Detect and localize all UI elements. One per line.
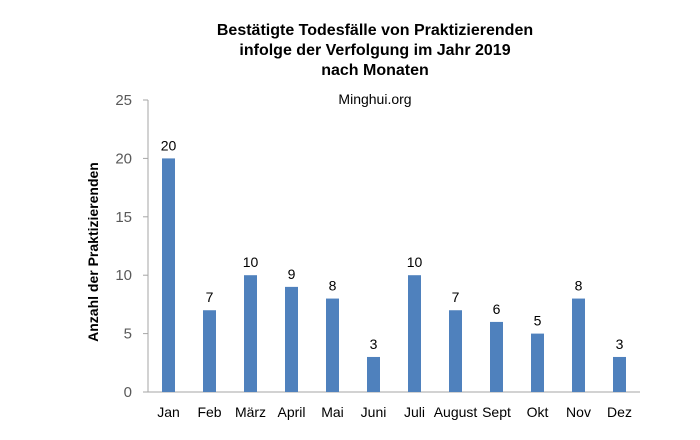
- x-tick-label: Sept: [482, 404, 511, 420]
- bar: [162, 158, 175, 392]
- data-label: 7: [206, 289, 214, 305]
- data-label: 10: [243, 254, 259, 270]
- y-tick-label: 0: [124, 384, 132, 401]
- chart-subtitle: Minghui.org: [338, 91, 411, 107]
- x-tick-label: Mai: [321, 404, 344, 420]
- x-tick-label: Nov: [566, 404, 591, 420]
- x-tick-label: März: [235, 404, 266, 420]
- data-label: 20: [161, 137, 177, 153]
- bar: [572, 298, 585, 392]
- bar: [531, 333, 544, 392]
- x-tick-label: Juni: [361, 404, 387, 420]
- bar: [203, 310, 216, 392]
- bar: [490, 321, 503, 392]
- bar: [613, 356, 626, 392]
- y-tick-label: 5: [124, 326, 132, 343]
- y-tick-label: 10: [115, 267, 132, 284]
- bar: [285, 286, 298, 392]
- data-label: 5: [534, 313, 542, 329]
- data-label: 6: [493, 301, 501, 317]
- bar: [408, 275, 421, 392]
- chart-title-line-3: nach Monaten: [321, 62, 429, 79]
- x-tick-label: Okt: [527, 404, 549, 420]
- data-label: 10: [407, 254, 423, 270]
- x-tick-label: August: [434, 404, 478, 420]
- x-tick-label: Feb: [197, 404, 221, 420]
- plot-area: 0 5 10 15 20 25 20 Jan 7 Feb 10 März 9 April 8 Mai 3 Juni…: [115, 92, 640, 420]
- data-label: 8: [575, 278, 583, 294]
- data-label: 3: [616, 336, 624, 352]
- bar: [367, 356, 380, 392]
- y-tick-label: 25: [115, 92, 132, 109]
- x-tick-label: Juli: [404, 404, 425, 420]
- x-tick-label: April: [277, 404, 305, 420]
- bar: [449, 310, 462, 392]
- chart-title-line-2: infolge der Verfolgung im Jahr 2019: [239, 42, 510, 59]
- y-tick-label: 20: [115, 150, 132, 167]
- y-axis-label: Anzahl der Praktizierenden: [85, 162, 101, 342]
- x-tick-label: Dez: [607, 404, 632, 420]
- y-tick-label: 15: [115, 209, 132, 226]
- data-label: 3: [370, 336, 378, 352]
- data-label: 7: [452, 289, 460, 305]
- data-label: 8: [329, 278, 337, 294]
- bar: [244, 275, 257, 392]
- bar: [326, 298, 339, 392]
- data-label: 9: [288, 266, 296, 282]
- chart-title-line-1: Bestätigte Todesfälle von Praktizierende…: [217, 22, 533, 39]
- x-tick-label: Jan: [157, 404, 180, 420]
